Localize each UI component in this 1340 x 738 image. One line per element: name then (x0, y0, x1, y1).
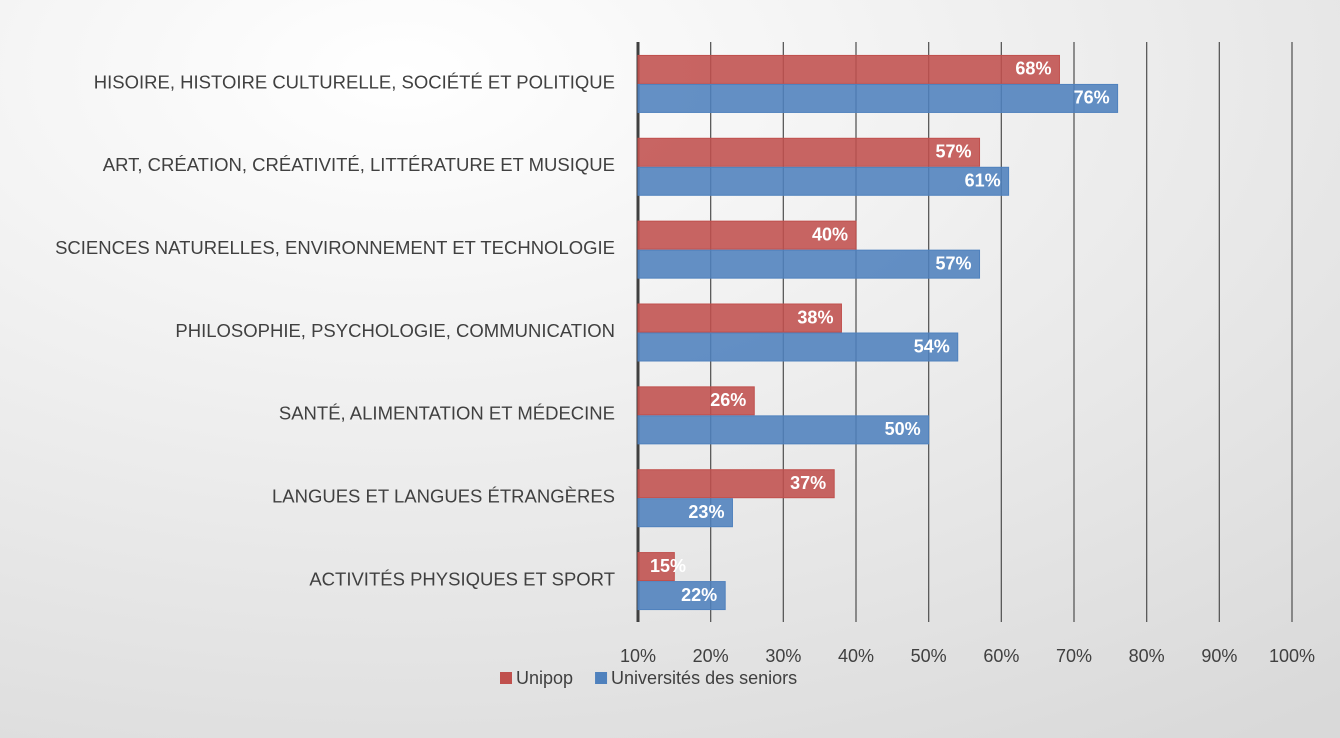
data-label: 23% (688, 502, 724, 522)
data-label: 61% (965, 171, 1001, 191)
y-tick-label: ACTIVITÉS PHYSIQUES ET SPORT (309, 568, 615, 589)
x-tick-label: 60% (983, 646, 1019, 666)
y-tick-label: PHILOSOPHIE, PSYCHOLOGIE, COMMUNICATION (175, 320, 615, 341)
legend-swatch (500, 672, 512, 684)
bar (637, 386, 755, 416)
x-tick-label: 70% (1056, 646, 1092, 666)
x-tick-label: 80% (1129, 646, 1165, 666)
bar (637, 332, 959, 362)
bar (637, 498, 733, 528)
y-tick-label: SANTÉ, ALIMENTATION ET MÉDECINE (279, 403, 615, 424)
data-label: 40% (812, 224, 848, 244)
bar (637, 581, 726, 611)
legend-label: Unipop (516, 668, 573, 688)
bar (637, 83, 1119, 113)
x-tick-label: 30% (765, 646, 801, 666)
data-label: 22% (681, 585, 717, 605)
data-label: 15% (650, 556, 686, 576)
bar (637, 54, 1060, 84)
data-label: 50% (885, 419, 921, 439)
bar (637, 552, 675, 582)
data-label: 26% (710, 390, 746, 410)
y-tick-label: HISOIRE, HISTOIRE CULTURELLE, SOCIÉTÉ ET… (94, 71, 615, 92)
data-label: 57% (936, 253, 972, 273)
y-tick-label: SCIENCES NATURELLES, ENVIRONNEMENT ET TE… (55, 237, 615, 258)
bar (637, 137, 981, 167)
bar (637, 166, 1010, 196)
y-tick-label: ART, CRÉATION, CRÉATIVITÉ, LITTÉRATURE E… (103, 154, 615, 175)
x-tick-label: 100% (1269, 646, 1315, 666)
data-label: 37% (790, 473, 826, 493)
data-label: 54% (914, 336, 950, 356)
y-tick-label: LANGUES ET LANGUES ÉTRANGÈRES (272, 486, 615, 507)
bar (637, 303, 842, 333)
legend-label: Universités des seniors (611, 668, 797, 688)
bar (637, 469, 835, 499)
legend-swatch (595, 672, 608, 684)
data-label: 76% (1074, 88, 1110, 108)
x-tick-label: 90% (1201, 646, 1237, 666)
bar (637, 220, 857, 250)
x-tick-label: 10% (620, 646, 656, 666)
x-tick-label: 50% (911, 646, 947, 666)
x-tick-label: 40% (838, 646, 874, 666)
bar (637, 415, 930, 445)
x-tick-label: 20% (693, 646, 729, 666)
data-label: 38% (797, 307, 833, 327)
data-label: 57% (936, 142, 972, 162)
bar (637, 249, 981, 279)
data-label: 68% (1015, 59, 1051, 79)
